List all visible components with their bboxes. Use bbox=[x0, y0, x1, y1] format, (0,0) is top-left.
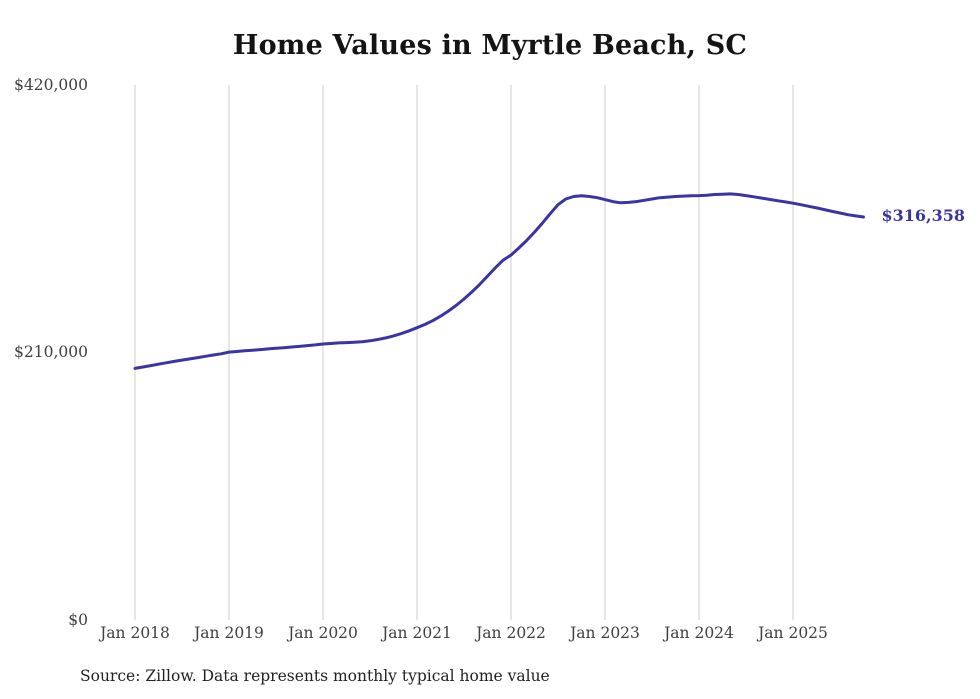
x-axis-tick-label: Jan 2022 bbox=[476, 624, 546, 642]
x-axis-tick-label: Jan 2021 bbox=[382, 624, 452, 642]
latest-value-label: $316,358 bbox=[881, 206, 966, 226]
x-axis-tick-label: Jan 2023 bbox=[570, 624, 640, 642]
x-axis-tick-label: Jan 2018 bbox=[100, 624, 170, 642]
x-axis-tick-label: Jan 2020 bbox=[288, 624, 358, 642]
y-axis-tick-label: $0 bbox=[68, 611, 88, 629]
chart-title: Home Values in Myrtle Beach, SC bbox=[232, 30, 748, 61]
y-axis-tick-label: $420,000 bbox=[14, 76, 88, 94]
x-axis-tick-label: Jan 2024 bbox=[664, 624, 734, 642]
series-line bbox=[133, 192, 865, 370]
y-axis-tick-label: $210,000 bbox=[14, 343, 88, 361]
x-axis-tick-label: Jan 2025 bbox=[758, 624, 828, 642]
source-note: Source: Zillow. Data represents monthly … bbox=[80, 667, 550, 685]
x-axis-tick-label: Jan 2019 bbox=[194, 624, 264, 642]
